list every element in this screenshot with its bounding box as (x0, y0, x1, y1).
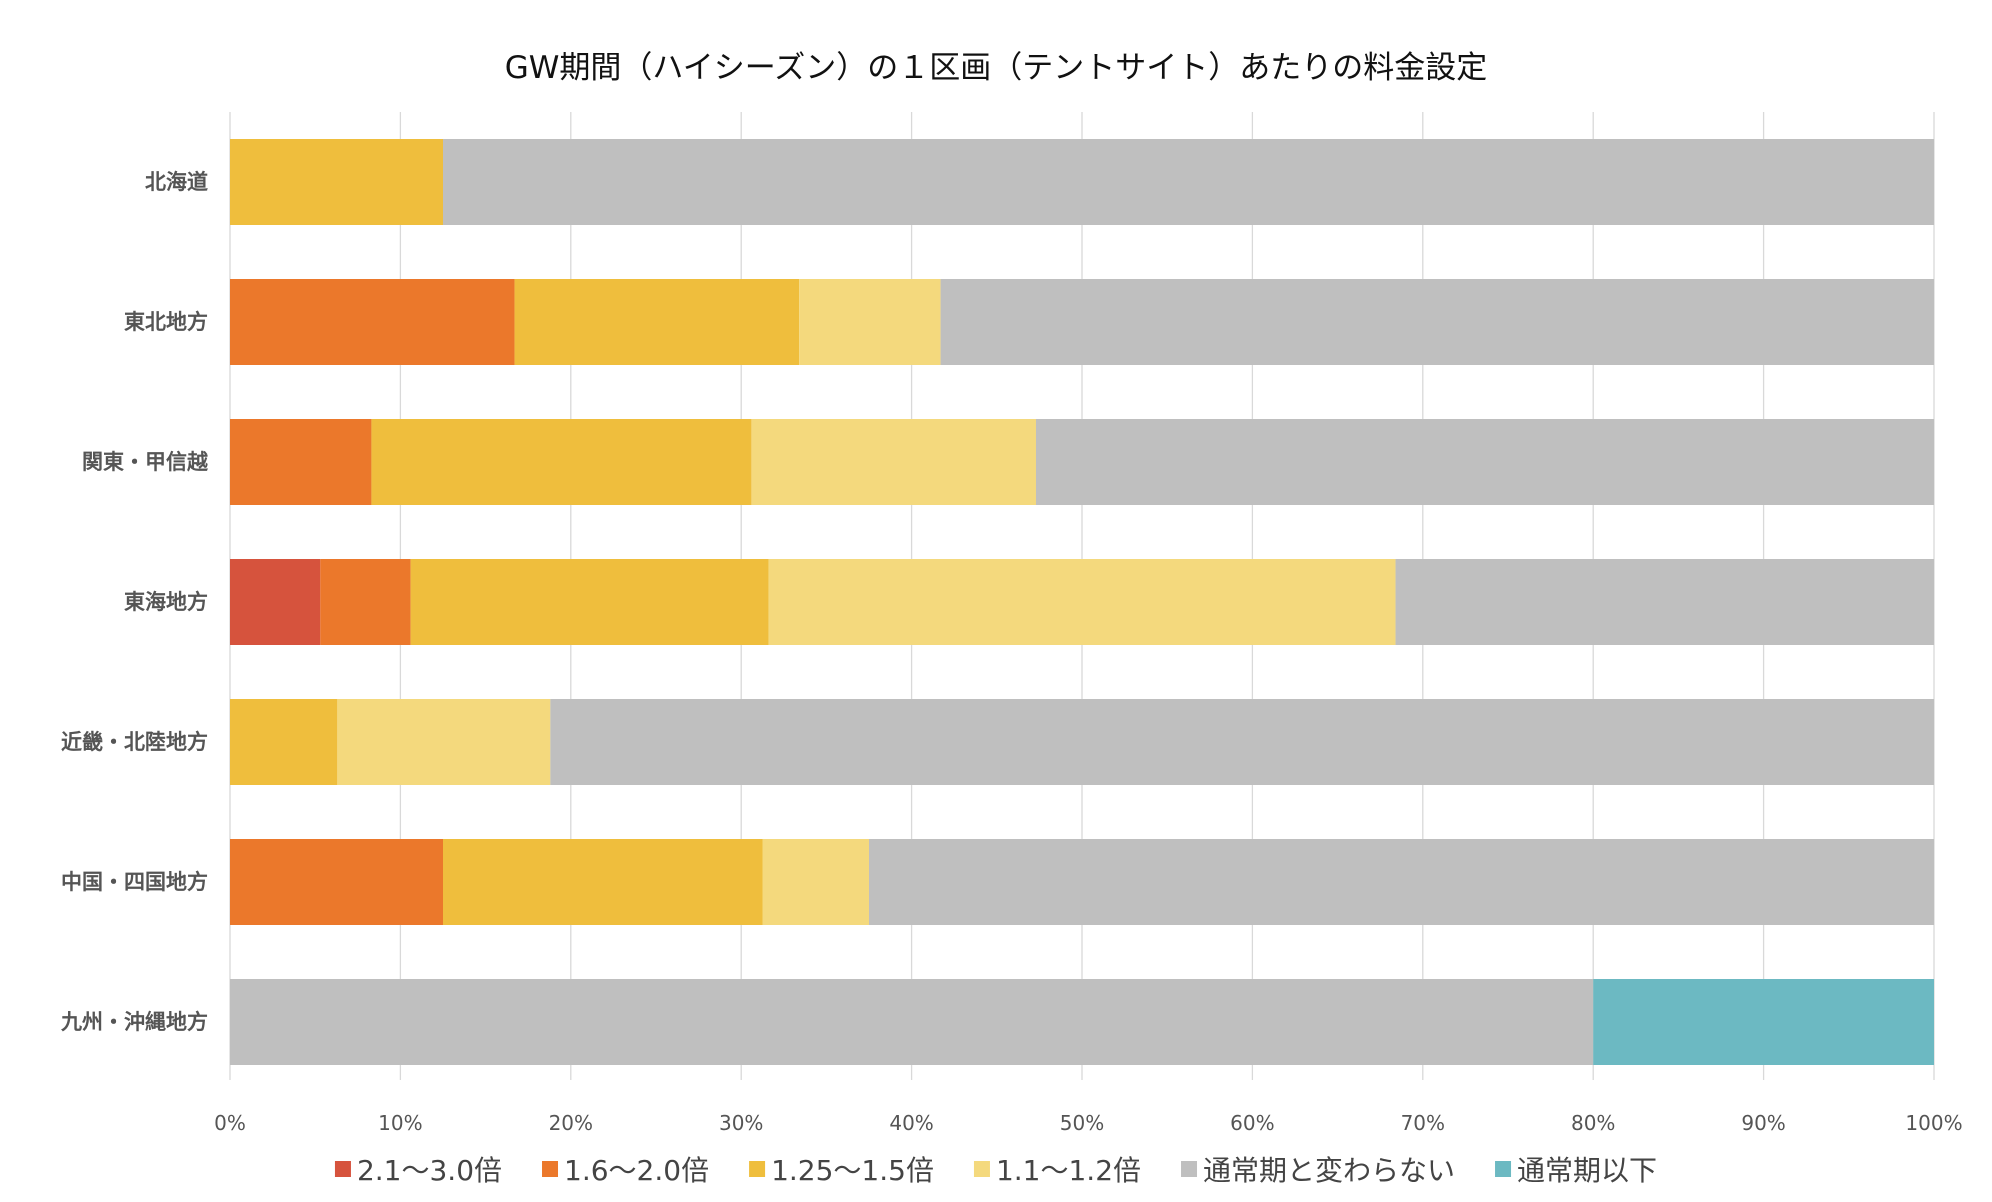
bar-segment (768, 559, 1396, 645)
legend-label: 通常期と変わらない (1203, 1154, 1455, 1187)
x-tick-label: 90% (1741, 1111, 1785, 1135)
chart-title: GW期間（ハイシーズン）の１区画（テントサイト）あたりの料金設定 (505, 50, 1488, 86)
category-label: 近畿・北陸地方 (61, 730, 208, 754)
legend-swatch (334, 1161, 351, 1177)
bar-segment (230, 979, 1594, 1065)
bar-segment (751, 419, 1036, 505)
legend-item: 2.1〜3.0倍 (334, 1154, 502, 1187)
x-tick-label: 80% (1571, 1111, 1615, 1135)
bar-segment (230, 419, 372, 505)
legend: 2.1〜3.0倍 1.6〜2.0倍 1.25〜1.5倍 1.1〜1.2倍 通常期と変わら… (334, 1154, 1657, 1187)
category-label: 東海地方 (124, 590, 208, 614)
x-tick-label: 20% (549, 1111, 593, 1135)
bar-segment (230, 559, 321, 645)
bar-segment (230, 139, 443, 225)
bars (230, 139, 1934, 1065)
bar-segment (1035, 419, 1934, 505)
bar-segment (410, 559, 769, 645)
bar-segment (230, 279, 515, 365)
legend-label: 1.25〜1.5倍 (771, 1154, 934, 1187)
x-tick-label: 30% (719, 1111, 763, 1135)
x-tick-label: 10% (378, 1111, 422, 1135)
bar-segment (869, 839, 1934, 925)
bar-segment (1593, 979, 1934, 1065)
legend-swatch (973, 1161, 990, 1177)
bar-segment (940, 279, 1934, 365)
legend-label: 1.1〜1.2倍 (996, 1154, 1141, 1187)
bar-segment (443, 839, 763, 925)
category-label: 東北地方 (124, 310, 208, 334)
bar-segment (762, 839, 869, 925)
bar-segment (230, 699, 338, 785)
category-label: 北海道 (145, 170, 208, 194)
x-tick-label: 0% (214, 1111, 246, 1135)
x-tick-label: 40% (889, 1111, 933, 1135)
legend-swatch (1181, 1161, 1198, 1177)
x-tick-label: 50% (1060, 1111, 1104, 1135)
bar-segment (337, 699, 551, 785)
legend-item: 1.1〜1.2倍 (973, 1154, 1141, 1187)
legend-item: 1.25〜1.5倍 (749, 1154, 934, 1187)
bar-segment (230, 839, 443, 925)
bar-segment (550, 699, 1934, 785)
legend-swatch (1495, 1161, 1512, 1177)
bar-segment (371, 419, 752, 505)
legend-swatch (749, 1161, 766, 1177)
category-label: 関東・甲信越 (82, 450, 209, 474)
bar-segment (443, 139, 1934, 225)
category-label: 中国・四国地方 (61, 870, 208, 894)
x-tick-label: 70% (1401, 1111, 1445, 1135)
x-tick-label: 100% (1905, 1111, 1962, 1135)
legend-swatch (542, 1161, 559, 1177)
x-tick-label: 60% (1230, 1111, 1274, 1135)
x-axis-ticks: 0% 10% 20% 30% 40% 50% 60% 70% 80% 90% 100% (214, 1111, 1962, 1135)
legend-label: 2.1〜3.0倍 (357, 1154, 502, 1187)
bar-segment (514, 279, 800, 365)
legend-item: 1.6〜2.0倍 (542, 1154, 709, 1187)
legend-label: 通常期以下 (1517, 1154, 1657, 1187)
legend-item: 通常期と変わらない (1181, 1154, 1455, 1187)
category-label: 九州・沖縄地方 (60, 1010, 208, 1034)
bar-segment (1395, 559, 1934, 645)
legend-item: 通常期以下 (1495, 1154, 1657, 1187)
bar-segment (320, 559, 411, 645)
bar-segment (799, 279, 941, 365)
legend-label: 1.6〜2.0倍 (564, 1154, 709, 1187)
